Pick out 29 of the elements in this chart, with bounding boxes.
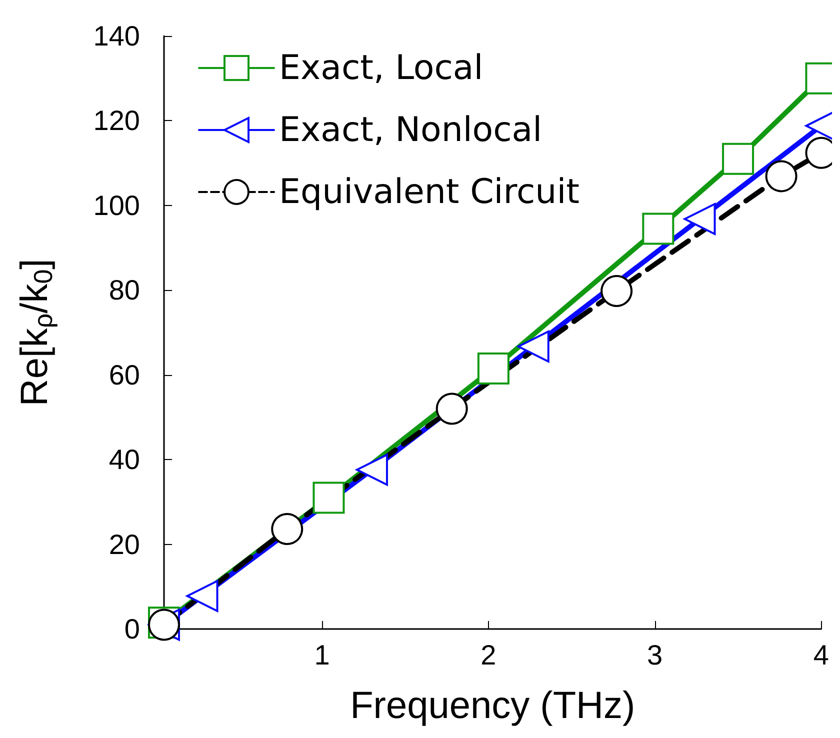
x-tick-label: 3 [647,640,663,670]
legend-label: Equivalent Circuit [279,172,580,212]
y-tick-label: 20 [108,528,140,560]
y-tick-label: 120 [93,105,140,136]
point [765,160,798,192]
legend-label: Exact, Nonlocal [279,110,542,150]
point [356,454,388,486]
legend-label: Exact, Local [279,48,484,88]
y-tick-label: 80 [108,274,140,306]
point [436,392,468,425]
y-tick-label: 40 [108,444,140,476]
point [684,202,716,235]
point [312,482,345,514]
point [477,352,510,385]
y-tick-label: 100 [93,190,140,221]
x-tick-label: 4 [813,640,830,670]
y-tick-label: 140 [93,20,140,52]
point [642,212,674,245]
y-axis-title: Re[kρ/k0] [14,258,58,406]
point [722,142,754,175]
y-tick-label: 0 [124,614,140,644]
x-tick-label: 2 [480,640,496,670]
x-axis-title: Frequency (THz) [350,685,636,727]
point [517,330,550,362]
point [186,580,218,612]
x-tick-label: 1 [314,640,330,670]
y-tick-label: 60 [108,359,140,390]
point [271,513,304,546]
point [600,274,633,307]
